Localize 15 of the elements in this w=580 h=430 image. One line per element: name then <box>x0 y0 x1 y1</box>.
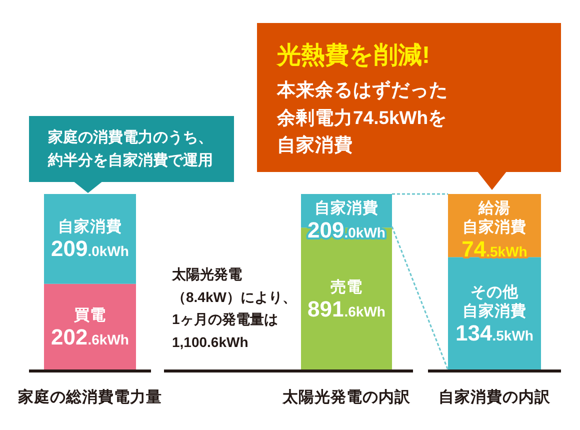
x-tick-label: 家庭の総消費電力量 <box>17 387 162 406</box>
x-tick-label: 自家消費の内訳 <box>438 387 552 406</box>
series-label: 自家消費 <box>58 216 122 236</box>
data-label: 202.6kWh <box>51 324 129 350</box>
series-label: その他自家消費 <box>462 283 526 320</box>
x-tick-label: 太陽光発電の内訳 <box>282 388 412 406</box>
data-label: 134.5kWh <box>456 320 534 346</box>
data-label: 209.0kWh <box>51 236 129 261</box>
series-label: 給湯自家消費 <box>462 199 526 236</box>
series-label: 自家消費 <box>314 198 378 217</box>
data-label: 891.6kWh <box>308 296 386 322</box>
series-label: 買電 <box>73 306 106 324</box>
text: 太陽光発電（8.4kW）により、1ヶ月の発電量は1,100.6kWh <box>172 265 298 352</box>
series-label: 売電 <box>330 278 362 296</box>
data-label: 74.5kWh <box>462 236 528 262</box>
